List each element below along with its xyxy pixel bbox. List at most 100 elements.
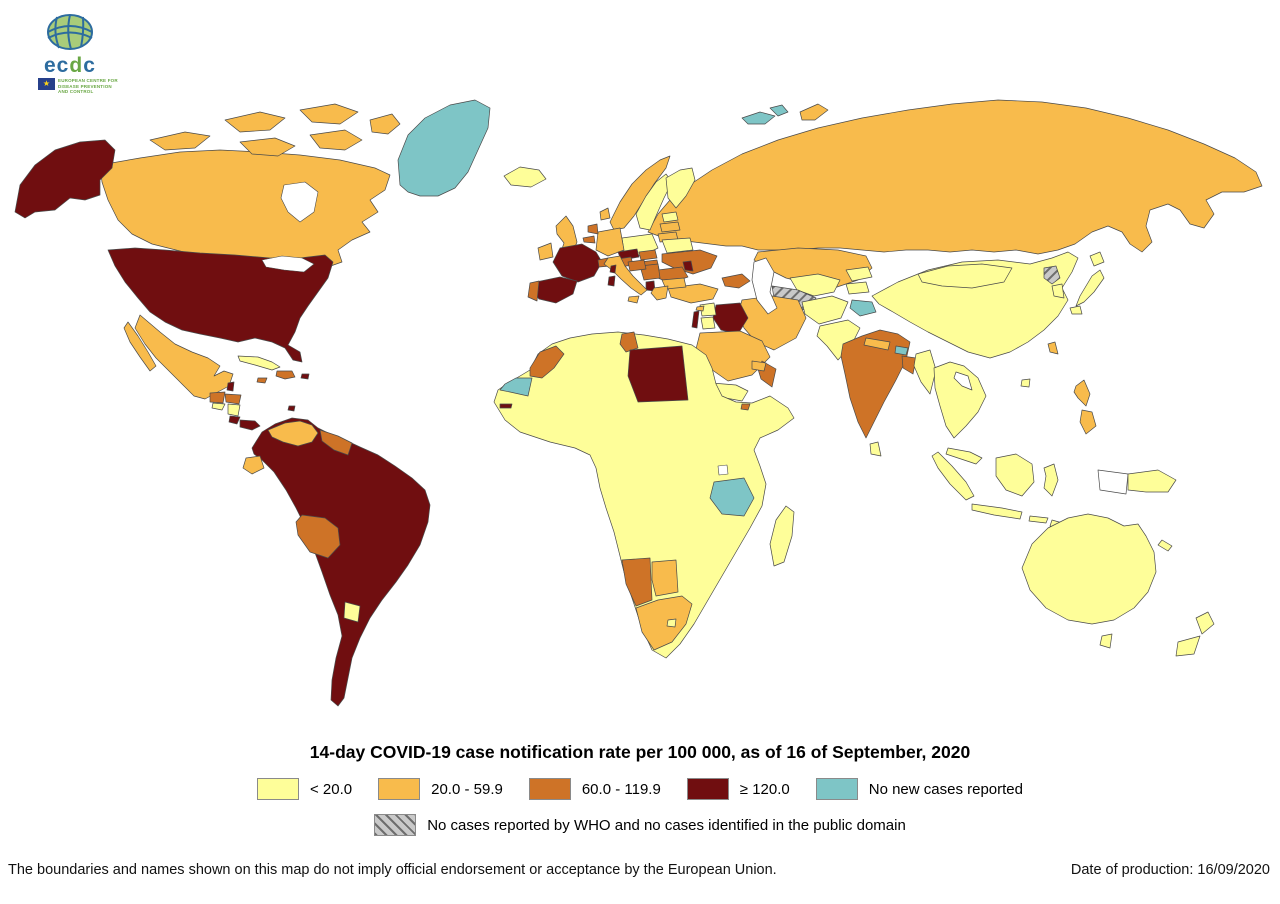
region-canada — [99, 149, 391, 273]
region-uae — [751, 360, 767, 372]
region-trinidad — [287, 405, 296, 412]
region-ireland — [537, 242, 554, 261]
region-laos — [953, 371, 973, 391]
region-afghanistan — [801, 295, 849, 325]
region-sri-lanka — [869, 441, 882, 457]
region-tajikistan — [845, 281, 870, 295]
region-finland — [665, 167, 696, 209]
region-kashmir — [849, 299, 877, 317]
region-jordan — [700, 316, 716, 330]
legend-swatch-gte120 — [686, 778, 729, 800]
map-title: 14-day COVID-19 case notification rate p… — [309, 742, 971, 762]
legend-item-lt20: < 20.0 — [257, 778, 352, 800]
legend-swatch-r20_59 — [378, 778, 421, 800]
region-norway — [609, 155, 671, 231]
region-myanmar — [913, 349, 937, 395]
region-kyrgyzstan — [845, 266, 873, 282]
region-nicaragua — [227, 403, 241, 417]
region-panama — [239, 419, 261, 431]
region-caucasus — [721, 273, 751, 289]
region-jamaica — [256, 377, 268, 384]
region-new-zealand — [1175, 611, 1215, 657]
region-sumatra — [931, 451, 975, 501]
region-libya — [627, 345, 689, 403]
region-japan — [1069, 251, 1105, 315]
region-india — [840, 329, 911, 439]
footer: The boundaries and names shown on this m… — [8, 862, 1270, 878]
region-bhutan — [894, 345, 909, 356]
region-north-korea — [1043, 265, 1061, 285]
region-turkey — [667, 283, 719, 304]
region-puerto-rico — [300, 373, 310, 380]
region-guyana-suriname — [319, 429, 353, 456]
region-hainan — [1020, 378, 1031, 388]
hudson-bay — [280, 181, 319, 223]
region-russia — [647, 99, 1263, 255]
great-lakes — [261, 255, 315, 273]
hatched-swatch — [374, 814, 417, 836]
caspian-sea — [751, 257, 778, 315]
region-germany — [595, 227, 625, 257]
legend-swatch-lt20 — [257, 778, 299, 800]
region-corsica — [609, 264, 617, 274]
region-uruguay — [343, 601, 361, 623]
legend-swatch-none_new — [815, 778, 858, 800]
region-iceland — [503, 166, 547, 188]
region-israel-lebanon — [691, 310, 700, 329]
region-hispaniola — [275, 370, 296, 380]
region-malaysia — [945, 447, 983, 465]
region-south-america-core — [251, 417, 431, 707]
region-moldova — [682, 260, 694, 272]
region-madagascar — [769, 505, 795, 567]
legend-swatch-r60_119 — [528, 778, 571, 800]
region-bolivia — [295, 514, 341, 559]
globe-icon — [47, 14, 93, 50]
legend-item-r20_59: 20.0 - 59.9 — [378, 778, 503, 800]
region-sicily — [627, 295, 640, 304]
region-nepal — [863, 337, 891, 351]
region-svalbard — [741, 104, 789, 125]
region-taiwan — [1047, 341, 1059, 355]
region-tanzania — [709, 477, 755, 517]
region-arctic-islands — [149, 103, 401, 157]
region-croatia-slovenia — [627, 259, 647, 272]
region-lesotho — [666, 618, 677, 628]
region-cuba — [237, 355, 281, 371]
legend-label-lt20: < 20.0 — [310, 780, 353, 798]
region-mongolia — [917, 263, 1013, 289]
legend-label-none_new: No new cases reported — [868, 780, 1023, 798]
legend-categories: < 20.0 20.0 - 59.9 60.0 - 119.9 ≥ 120.0 No n… — [0, 778, 1280, 800]
region-bangladesh — [901, 355, 917, 375]
region-western-sahara — [499, 377, 533, 397]
region-djibouti — [740, 403, 751, 411]
region-latvia — [659, 221, 681, 233]
region-novaya-zemlya — [799, 103, 829, 121]
region-costa-rica — [228, 415, 241, 425]
hatched-label: No cases reported by WHO and no cases id… — [427, 816, 906, 834]
eu-flag-icon: ★ — [38, 78, 55, 90]
region-usa — [107, 247, 334, 363]
region-south-africa — [635, 595, 693, 651]
region-honduras — [224, 393, 242, 405]
legend-item-gte120: ≥ 120.0 — [686, 778, 790, 800]
region-sardinia — [607, 275, 616, 287]
legend-hatched-row: No cases reported by WHO and no cases id… — [0, 814, 1280, 836]
region-indochina — [933, 361, 987, 439]
region-denmark — [599, 207, 611, 221]
region-gambia — [499, 403, 513, 409]
region-namibia — [621, 557, 653, 607]
region-java — [971, 503, 1023, 520]
lake-victoria — [717, 464, 729, 476]
legend-label-r60_119: 60.0 - 119.9 — [581, 780, 661, 798]
region-france — [552, 243, 603, 283]
footer-disclaimer: The boundaries and names shown on this m… — [8, 862, 777, 878]
region-papua-new-guinea — [1127, 469, 1177, 493]
footer-production-date: Date of production: 16/09/2020 — [1070, 862, 1270, 878]
region-new-caledonia — [1157, 539, 1173, 552]
region-sulawesi — [1043, 463, 1059, 497]
ecdc-wordmark: ecdc — [44, 54, 96, 77]
region-greenland — [397, 99, 491, 197]
region-guatemala — [209, 391, 226, 404]
region-tasmania — [1099, 633, 1113, 649]
